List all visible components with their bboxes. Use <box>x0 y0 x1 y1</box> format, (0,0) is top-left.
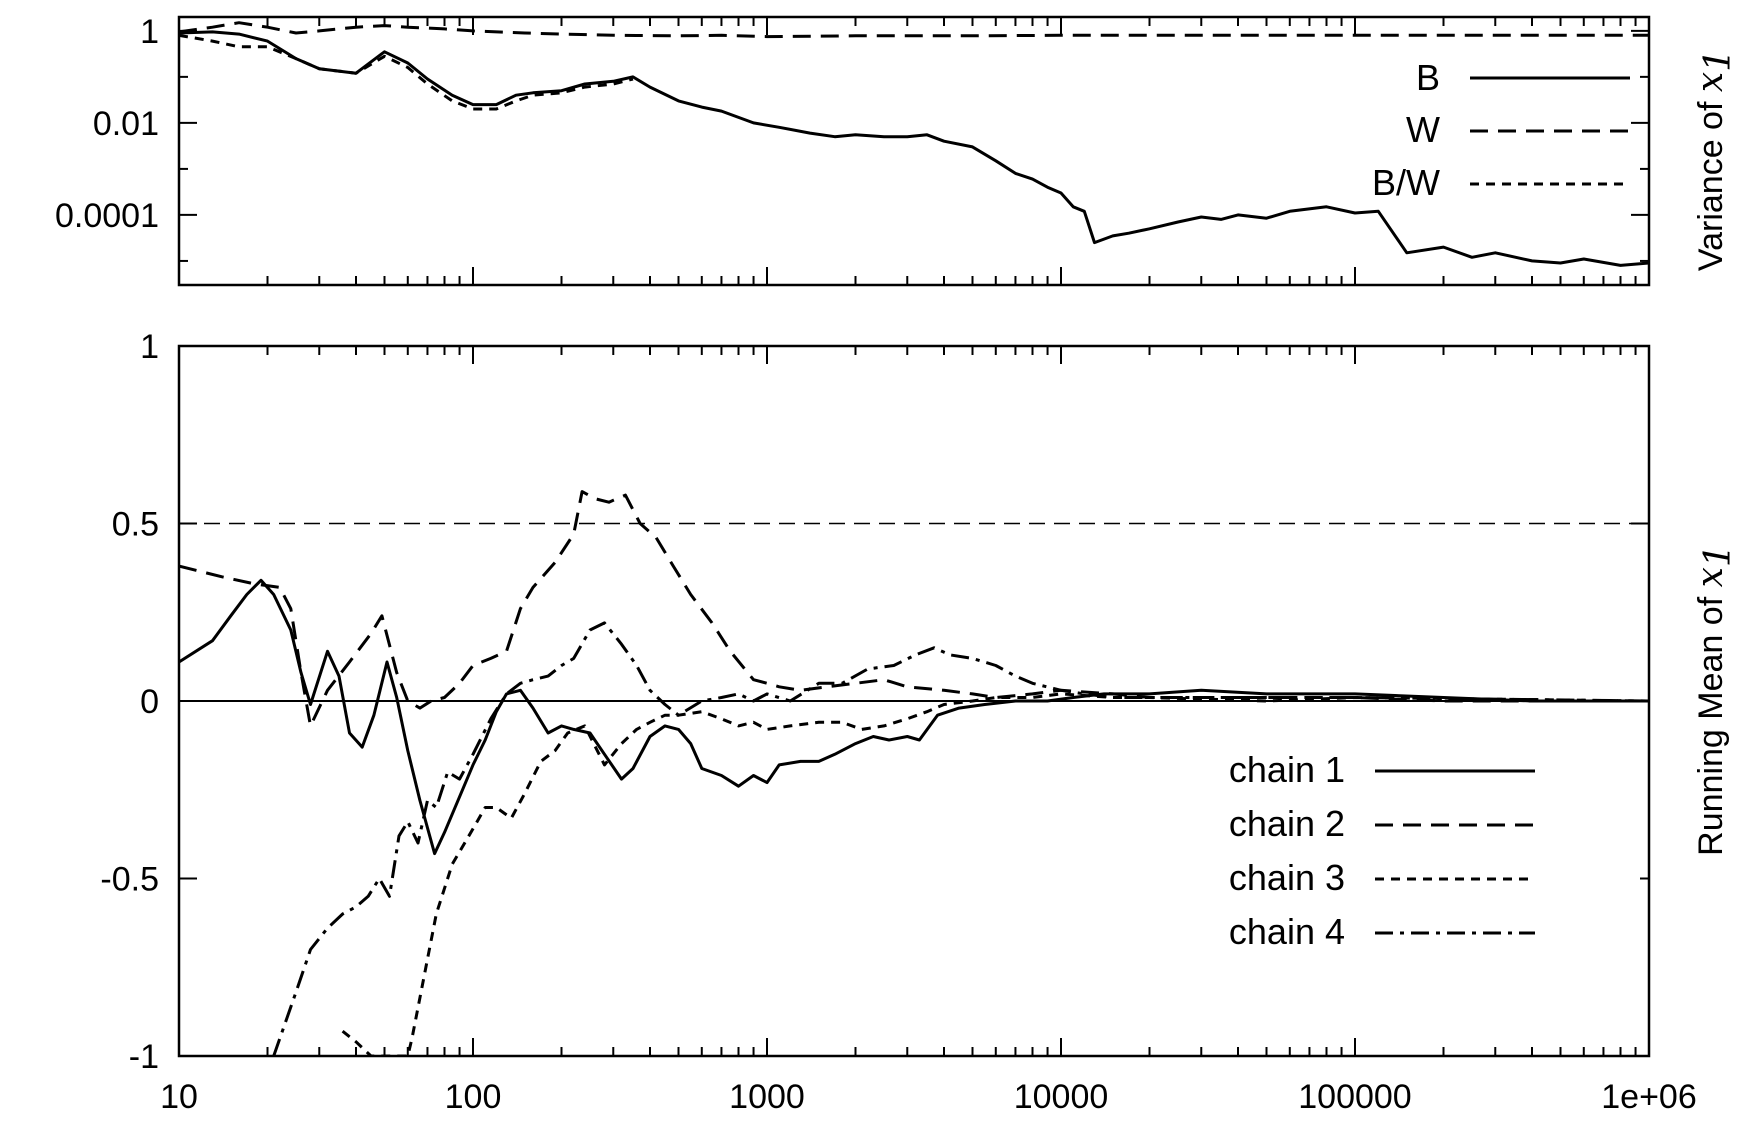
x-tick-label: 100 <box>445 1078 502 1116</box>
reference-lines-group <box>179 524 1649 702</box>
series-line-chain-2 <box>179 492 1649 726</box>
y-tick-label: 0.0001 <box>55 197 159 235</box>
running-mean-legend: chain 1 chain 2 chain 3 chain 4 <box>1180 740 1640 970</box>
running-mean-y-axis-label: Running Mean of x1 <box>1690 544 1738 856</box>
x-tick-label: 1e+06 <box>1601 1078 1697 1116</box>
legend-label-b: B <box>1416 57 1440 98</box>
y-tick-label: -0.5 <box>100 861 159 899</box>
legend-label-chain-2: chain 2 <box>1229 803 1345 844</box>
y-tick-label: 0 <box>140 683 159 721</box>
x-tick-label: 100000 <box>1298 1078 1411 1116</box>
variance-panel: 1 0.01 0.0001 B W B/W Variance of x1 <box>55 13 1738 285</box>
y-tick-label: -1 <box>129 1038 159 1076</box>
legend-label-w: W <box>1406 109 1440 150</box>
legend-label-bw: B/W <box>1372 162 1440 203</box>
series-line-w <box>179 23 1649 37</box>
series-line-b-w <box>179 35 633 109</box>
variance-legend: B W B/W <box>1372 57 1630 203</box>
x-tick-label: 10000 <box>1014 1078 1109 1116</box>
y-tick-label: 1 <box>140 13 159 51</box>
variance-y-axis-label: Variance of x1 <box>1690 49 1738 271</box>
y-tick-label: 0.01 <box>93 105 159 143</box>
y-tick-label: 0.5 <box>112 506 159 544</box>
x-tick-label: 1000 <box>729 1078 805 1116</box>
legend-label-chain-1: chain 1 <box>1229 749 1345 790</box>
running-mean-panel: 10 100 1000 10000 100000 1e+06 1 0.5 0 -0.5 -1 cha… <box>100 328 1738 1116</box>
x-tick-label: 10 <box>160 1078 198 1116</box>
y-tick-label: 1 <box>140 328 159 366</box>
legend-label-chain-4: chain 4 <box>1229 911 1345 952</box>
legend-label-chain-3: chain 3 <box>1229 857 1345 898</box>
